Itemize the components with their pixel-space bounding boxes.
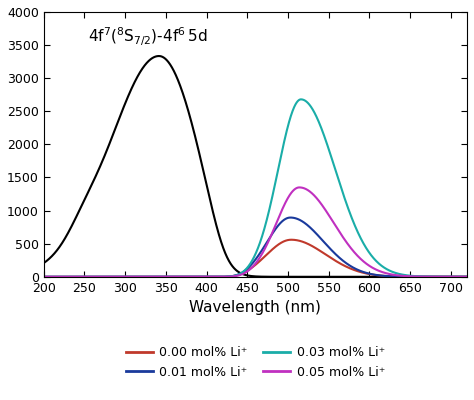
Text: $\rm 4f^7(^8S_{7/2})\rm\text{-}4f^6\,5d$: $\rm 4f^7(^8S_{7/2})\rm\text{-}4f^6\,5d$ — [89, 26, 208, 48]
Legend: 0.00 mol% Li⁺, 0.01 mol% Li⁺, 0.03 mol% Li⁺, 0.05 mol% Li⁺: 0.00 mol% Li⁺, 0.01 mol% Li⁺, 0.03 mol% … — [121, 341, 390, 384]
X-axis label: Wavelength (nm): Wavelength (nm) — [190, 300, 321, 315]
